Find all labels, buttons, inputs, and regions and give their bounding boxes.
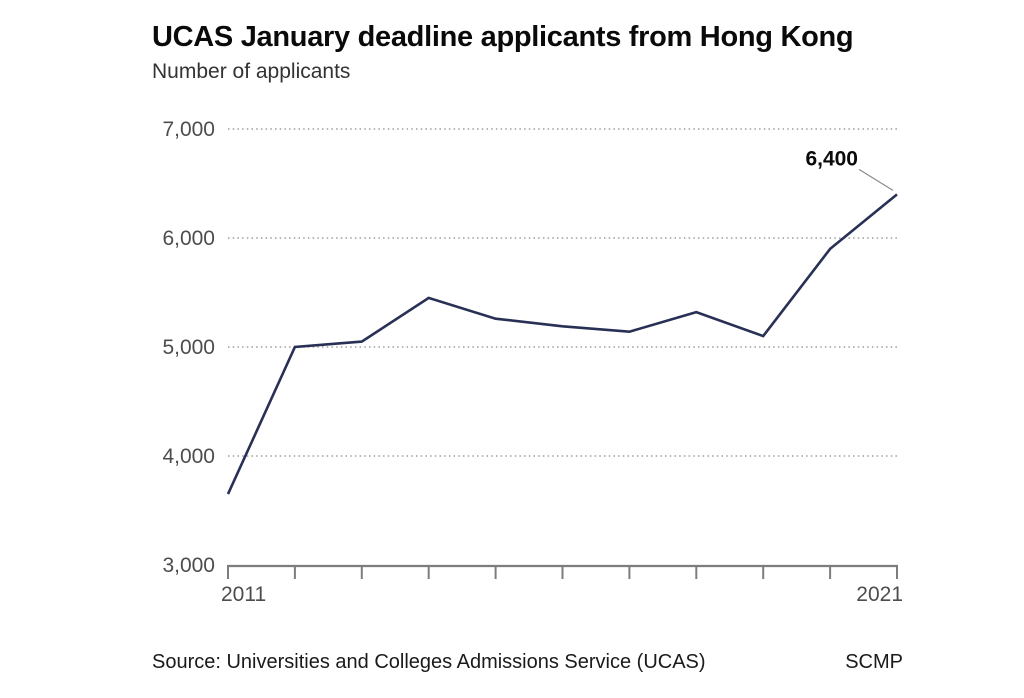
y-tick-label: 3,000 <box>162 554 215 577</box>
data-line <box>226 193 898 495</box>
annotation-value-label: 6,400 <box>805 147 858 170</box>
y-tick-label: 4,000 <box>162 445 215 468</box>
chart-title: UCAS January deadline applicants from Ho… <box>152 21 854 53</box>
annotation-leader-line <box>858 168 894 191</box>
x-tick-label-last: 2021 <box>856 583 903 606</box>
y-tick-label: 5,000 <box>162 336 215 359</box>
y-tick-label: 7,000 <box>162 118 215 141</box>
brand-scmp: SCMP <box>845 651 903 673</box>
y-axis-labels: 3,000 4,000 5,000 6,000 7,000 <box>162 118 215 577</box>
x-tick-label-first: 2011 <box>221 583 266 606</box>
x-axis <box>227 564 898 579</box>
x-axis-labels: 2011 2021 <box>221 583 903 606</box>
chart-subtitle: Number of applicants <box>152 60 351 83</box>
y-tick-label: 6,000 <box>162 227 215 250</box>
gridlines <box>228 128 897 457</box>
source-note: Source: Universities and Colleges Admiss… <box>152 651 706 673</box>
